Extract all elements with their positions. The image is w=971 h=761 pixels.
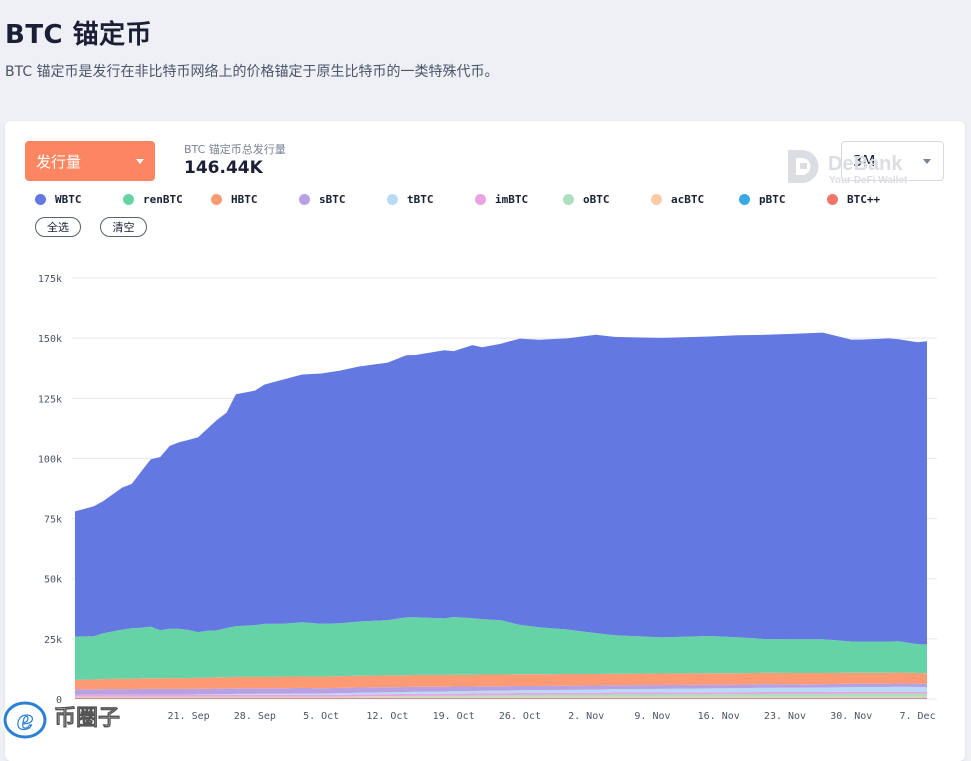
- x-tick-label: 16. Nov: [698, 711, 740, 722]
- legend-item-obtc[interactable]: oBTC: [563, 192, 610, 206]
- clear-button[interactable]: 清空: [100, 217, 147, 237]
- metric-dropdown[interactable]: 发行量: [25, 141, 155, 181]
- legend-dot: [827, 193, 838, 205]
- legend-label: renBTC: [143, 192, 183, 206]
- area-series-tbtc[interactable]: [75, 686, 927, 695]
- y-tick-label: 25k: [44, 635, 62, 646]
- y-tick-label: 50k: [44, 575, 62, 586]
- time-range-label: 3M: [853, 152, 876, 170]
- area-series-imbtc[interactable]: [75, 691, 927, 697]
- area-series-acbtc[interactable]: [75, 696, 927, 698]
- y-tick-label: 0: [56, 695, 62, 706]
- y-tick-label: 175k: [38, 274, 62, 285]
- x-tick-label: 2. Nov: [568, 711, 604, 722]
- legend-label: HBTC: [231, 192, 258, 206]
- corner-logo: e 币圈子: [0, 690, 150, 750]
- legend-item-hbtc[interactable]: HBTC: [211, 192, 258, 206]
- chevron-down-icon: [136, 159, 144, 164]
- x-axis: 21. Sep 28. Sep 5. Oct 12. Oct 19. Oct 26. Oc…: [168, 711, 936, 722]
- y-tick-label: 100k: [38, 454, 62, 465]
- x-tick-label: 19. Oct: [433, 711, 475, 722]
- legend-item-acbtc[interactable]: acBTC: [651, 192, 704, 206]
- x-tick-label: 5. Oct: [303, 711, 339, 722]
- legend-dot: [387, 193, 398, 205]
- chart-areas: [75, 332, 927, 699]
- legend-label: sBTC: [319, 192, 346, 206]
- legend-label: tBTC: [407, 192, 434, 206]
- legend-dot: [211, 193, 222, 205]
- watermark-tagline: Your DeFi Wallet: [829, 175, 908, 186]
- svg-text:e: e: [17, 706, 34, 736]
- x-tick-label: 12. Oct: [366, 711, 408, 722]
- chevron-down-icon: [923, 159, 931, 164]
- legend-dot: [563, 193, 574, 205]
- page-title: BTC 锚定币: [5, 20, 153, 50]
- x-tick-label: 28. Sep: [234, 711, 276, 722]
- legend-dot: [123, 193, 134, 205]
- page-subtitle: BTC 锚定币是发行在非比特币网络上的价格锚定于原生比特币的一类特殊代币。: [5, 64, 499, 80]
- x-tick-label: 23. Nov: [764, 711, 806, 722]
- x-tick-label: 7. Dec: [899, 711, 935, 722]
- legend-item-imbtc[interactable]: imBTC: [475, 192, 528, 206]
- area-series-btcplusplus[interactable]: [75, 698, 927, 699]
- area-series-hbtc[interactable]: [75, 672, 927, 690]
- debank-watermark: DeBank Your DeFi Wallet: [783, 148, 923, 192]
- x-tick-label: 30. Nov: [830, 711, 872, 722]
- legend-label: pBTC: [759, 192, 786, 206]
- area-series-wbtc[interactable]: [75, 332, 927, 645]
- watermark-name: DeBank: [828, 153, 903, 175]
- corner-logo-text: 币圈子: [54, 706, 120, 731]
- corner-logo-icon: e 币圈子: [1, 699, 120, 741]
- legend-item-btcplusplus[interactable]: BTC++: [827, 192, 880, 206]
- legend-item-wbtc[interactable]: WBTC: [35, 192, 82, 206]
- y-axis: 0 25k 50k 75k 100k 125k 150k 175k: [38, 274, 62, 706]
- area-series-obtc[interactable]: [75, 693, 927, 697]
- legend-dot: [299, 193, 310, 205]
- select-all-button[interactable]: 全选: [35, 217, 81, 237]
- legend-dot: [475, 193, 486, 205]
- area-series-sbtc[interactable]: [75, 683, 927, 695]
- x-tick-label: 9. Nov: [634, 711, 670, 722]
- legend-label: oBTC: [583, 192, 610, 206]
- debank-logo-icon: DeBank Your DeFi Wallet: [788, 150, 908, 186]
- legend-item-renbtc[interactable]: renBTC: [123, 192, 183, 206]
- legend-label: BTC++: [847, 192, 881, 206]
- y-tick-label: 125k: [38, 394, 62, 405]
- legend-item-tbtc[interactable]: tBTC: [387, 192, 434, 206]
- area-series-pbtc[interactable]: [75, 697, 927, 699]
- legend-label: WBTC: [55, 192, 82, 206]
- legend-label: imBTC: [495, 192, 529, 206]
- y-tick-label: 75k: [44, 515, 62, 526]
- legend-label: acBTC: [671, 192, 705, 206]
- legend-dot: [35, 193, 46, 205]
- x-tick-label: 21. Sep: [168, 711, 210, 722]
- total-supply-value: 146.44K: [184, 158, 263, 178]
- area-series-renbtc[interactable]: [75, 617, 927, 680]
- x-tick-label: 26. Oct: [499, 711, 541, 722]
- legend-item-pbtc[interactable]: pBTC: [739, 192, 786, 206]
- time-range-dropdown[interactable]: 3M: [841, 141, 944, 181]
- metric-dropdown-label: 发行量: [36, 152, 82, 171]
- legend-dot: [739, 193, 750, 205]
- total-supply-label: BTC 锚定币总发行量: [184, 143, 286, 156]
- legend-item-sbtc[interactable]: sBTC: [299, 192, 346, 206]
- legend-dot: [651, 193, 662, 205]
- y-tick-label: 150k: [38, 334, 62, 345]
